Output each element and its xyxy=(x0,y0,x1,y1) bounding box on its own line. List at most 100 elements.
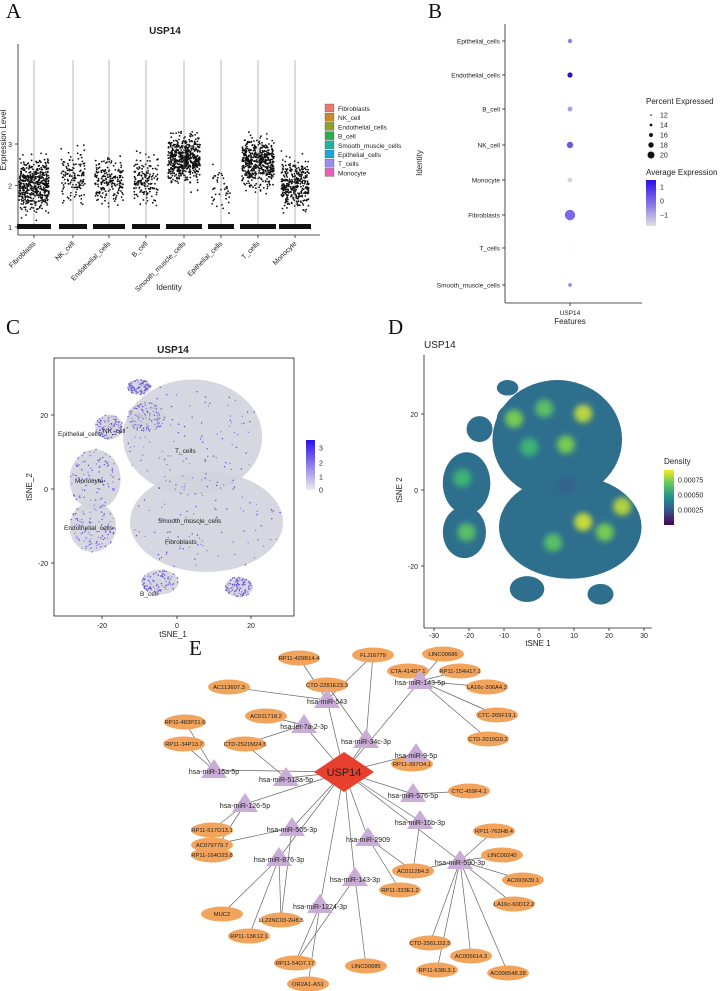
tsne-cluster-label: Epithelial_cells xyxy=(58,431,102,438)
tsne-cluster-label: B_cell xyxy=(140,591,158,598)
density-x-tick: -10 xyxy=(499,633,509,640)
mirna-node xyxy=(232,793,258,812)
dot-plot-dot xyxy=(569,247,571,249)
lncrna-node-label: LINC00686 xyxy=(428,652,457,658)
percent-legend-label: 16 xyxy=(660,133,668,140)
lncrna-node xyxy=(191,837,233,853)
lncrna-node xyxy=(409,935,451,951)
density-x-tick: 10 xyxy=(570,633,578,640)
lncrna-node xyxy=(278,650,320,666)
lncrna-node xyxy=(502,872,544,888)
lncrna-node-label: OR2A1-AS1 xyxy=(292,982,324,988)
tsne-feature-panel: USP14 Epithelial_cells NK_cell T_cells Mono… xyxy=(25,345,323,639)
dot-plot-x-tick: USP14 xyxy=(560,310,581,317)
percent-expressed-legend: 12 14 16 18 20 xyxy=(647,113,668,160)
lncrna-node xyxy=(416,962,458,978)
density-cluster xyxy=(509,576,545,602)
lncrna-node-label: AC011284.3 xyxy=(397,869,429,875)
violin-x-axis-label: Identity xyxy=(156,283,182,292)
lncrna-node xyxy=(163,736,205,752)
mirna-node-label: hsa-miR-15b-3p xyxy=(395,820,445,827)
tsne-cluster-label: Monocyte xyxy=(75,478,104,485)
mirna-node-label: hsa-let-7a-2-3p xyxy=(280,724,328,731)
density-legend-ticks: 0.00075 0.00050 0.00025 xyxy=(678,478,703,515)
tsne-feature-y-tick: 20 xyxy=(40,413,48,420)
density-hotspot xyxy=(520,438,539,457)
violin-x-tick-label: T_cells xyxy=(241,240,262,261)
density-title: USP14 xyxy=(424,340,456,351)
violin-points xyxy=(18,60,310,227)
violin-x-tick-label: NK_cell xyxy=(54,240,76,262)
lncrna-node xyxy=(164,714,206,730)
lncrna-node-label: RP11-397O4.1 xyxy=(393,762,431,768)
mirna-node xyxy=(342,867,368,886)
density-cluster xyxy=(498,475,642,579)
lncrna-node-label: LINC00685 xyxy=(351,964,380,970)
network-edge xyxy=(278,857,282,921)
lncrna-node-label: RP11-54O7.17 xyxy=(276,961,314,967)
tsne-cluster-label: T_cells xyxy=(175,448,196,455)
average-expression-ticks: 1 0 −1 xyxy=(660,185,668,220)
lncrna-node xyxy=(379,882,421,898)
tsne-feature-colorbar-ticks: 3 2 1 0 xyxy=(319,446,323,495)
density-cluster xyxy=(587,583,614,605)
legend-label: Endothelial_cells xyxy=(338,124,388,131)
violin-legend: Fibroblasts NK_cell Endothelial_cells B_cel… xyxy=(324,103,402,177)
mirna-node xyxy=(407,670,433,689)
legend-label: Fibroblasts xyxy=(338,106,371,113)
mirna-node-label: hsa-miR-590-3p xyxy=(435,860,485,867)
network-edge xyxy=(365,654,374,741)
network-edge xyxy=(294,877,356,964)
hub-gene-node xyxy=(314,752,374,792)
mirna-node-label: hsa-miR-143-5p xyxy=(395,680,445,687)
mirna-node-label: hsa-miR-126-5p xyxy=(220,803,270,810)
lncrna-node-label: CTA-414D7.1 xyxy=(390,669,425,675)
tsne-feature-clusters xyxy=(69,379,284,597)
violin-y-tick-label: 2 xyxy=(8,184,12,191)
panel-letter-d: D xyxy=(388,315,404,339)
density-hotspots xyxy=(453,399,632,552)
lncrna-node-label: AC005614.3 xyxy=(455,954,487,960)
lncrna-node-label: RP11-517O13.1 xyxy=(191,828,232,834)
panel-letter-a: A xyxy=(6,0,22,23)
network-nodes: RP11-429B14.4 FLJ16779 LINC00686 CTA-414D7.… xyxy=(163,646,544,991)
legend-label: Smooth_muscle_cells xyxy=(338,143,402,150)
lncrna-node xyxy=(448,783,490,799)
tsne-feature-x-tick: -20 xyxy=(97,623,107,630)
network-edge xyxy=(367,837,401,891)
density-x-tick: 0 xyxy=(537,633,541,640)
average-expression-colorbar xyxy=(646,180,656,226)
mirna-node xyxy=(273,767,299,786)
network-edge xyxy=(294,904,321,964)
legend-label: Monocyte xyxy=(338,170,367,177)
percent-legend-dot xyxy=(647,151,655,159)
mirna-node xyxy=(266,847,292,866)
dot-plot-row-label: B_cell xyxy=(482,107,500,114)
lncrna-node xyxy=(466,679,508,695)
violin-x-tick-label: Endothelial_cells xyxy=(70,240,112,282)
lncrna-node xyxy=(467,731,509,747)
lncrna-node-label: AC079779.7 xyxy=(196,843,228,849)
density-hotspot xyxy=(556,435,575,454)
density-legend-tick: 0.00025 xyxy=(678,508,703,515)
density-legend-title: Density xyxy=(664,457,691,466)
tsne-feature-scale-tick: 1 xyxy=(319,475,323,482)
tsne-feature-x-axis-label: tSNE_1 xyxy=(159,630,187,639)
dot-plot-row-label: NK_cell xyxy=(478,143,501,150)
legend-swatch xyxy=(324,149,335,159)
dot-plot-x-axis-label: Features xyxy=(554,317,586,326)
density-hotspot xyxy=(556,476,575,495)
violin-y-axis-label: Expression Level xyxy=(0,109,8,170)
lncrna-node xyxy=(228,928,270,944)
lncrna-node-label: AC011718.2 xyxy=(250,714,282,720)
lncrna-node-label: FLJ16779 xyxy=(360,653,386,659)
tsne-feature-frame xyxy=(53,357,295,617)
lncrna-node-label: RP11-164O23.8 xyxy=(191,853,232,859)
lncrna-node xyxy=(487,965,529,981)
tsne-feature-title: USP14 xyxy=(157,345,189,356)
percent-legend-dot xyxy=(649,123,653,127)
lncrna-node-label: CTD-2521M24.5 xyxy=(224,742,267,748)
lncrna-node xyxy=(345,958,387,974)
